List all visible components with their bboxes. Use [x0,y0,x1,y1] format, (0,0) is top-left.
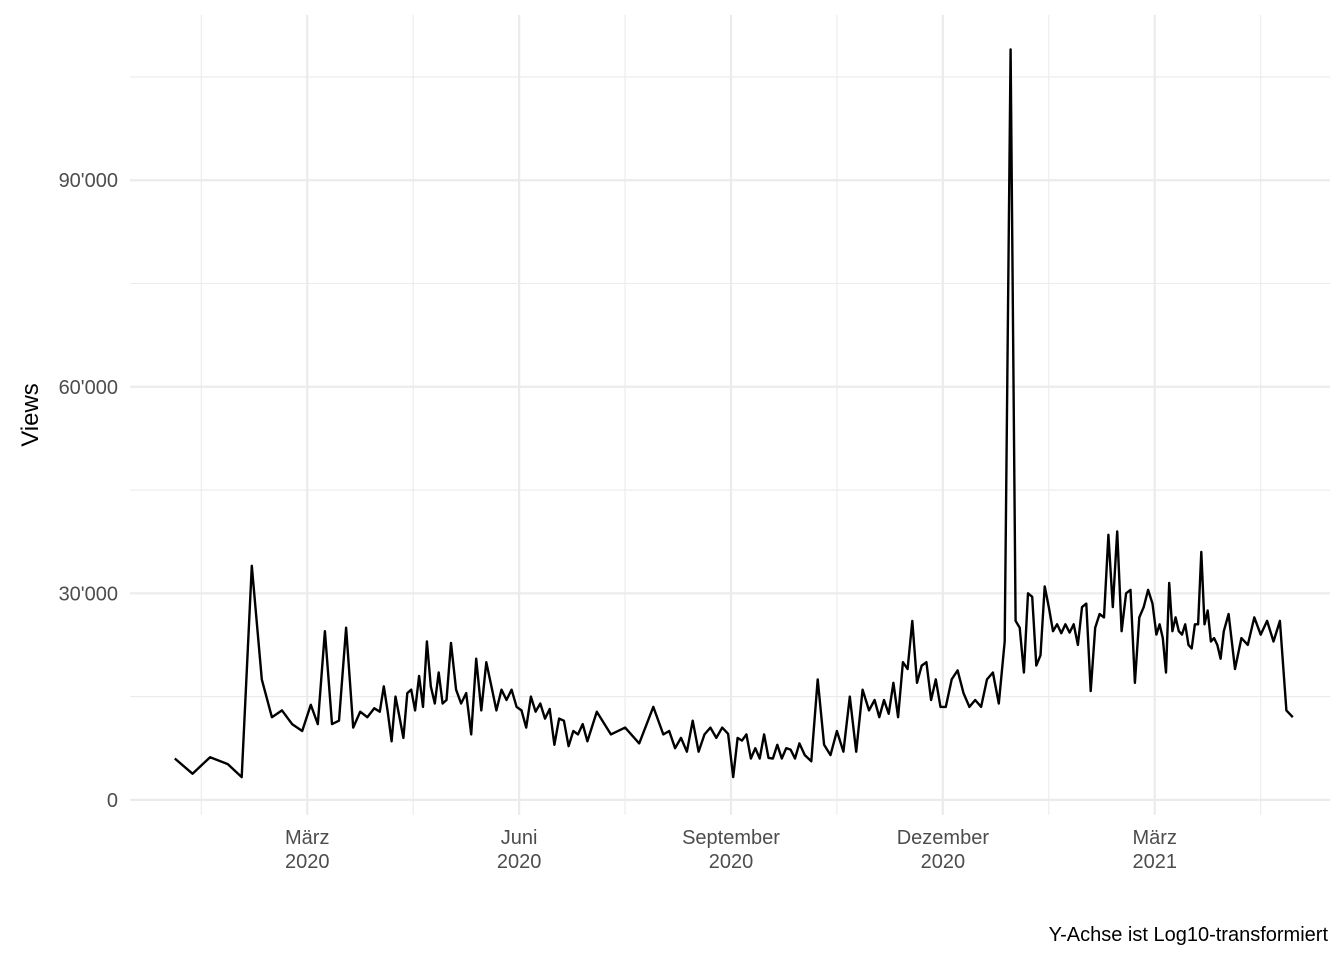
x-tick-label: März 2020 [285,827,330,873]
x-tick-label: Dezember 2020 [897,827,990,873]
caption: Y-Achse ist Log10-transformiert [1049,924,1329,946]
x-tick-label: September 2020 [682,827,780,873]
y-axis-title: Views [17,383,44,447]
grid [130,15,1330,815]
y-tick-label: 0 [107,790,118,812]
x-tick-label: Juni 2020 [497,827,542,873]
data-line [174,48,1294,779]
y-tick-label: 30'000 [59,583,118,605]
y-tick-label: 90'000 [59,170,118,192]
x-tick-label: März 2021 [1133,827,1178,873]
y-tick-label: 60'000 [59,377,118,399]
